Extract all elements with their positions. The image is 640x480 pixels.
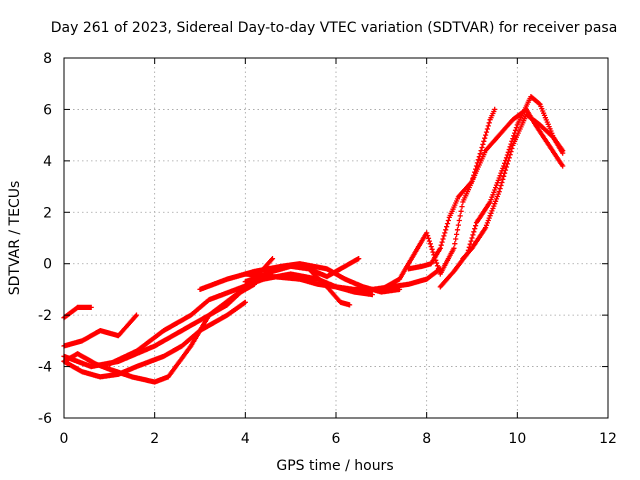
data-layer xyxy=(61,94,566,385)
x-tick-label: 0 xyxy=(60,431,69,447)
series-markers xyxy=(378,106,498,292)
x-tick-label: 4 xyxy=(241,431,250,447)
series-track-2 xyxy=(61,312,140,349)
y-tick-label: -6 xyxy=(38,411,52,427)
series-markers xyxy=(61,304,94,321)
x-axis-label: GPS time / hours xyxy=(276,458,393,474)
tick-labels: 0 2 4 6 8 10 12 -6 -4 -2 0 2 4 6 8 xyxy=(38,51,617,447)
x-tick-label: 10 xyxy=(508,431,526,447)
y-tick-label: 8 xyxy=(43,51,52,67)
y-tick-label: 4 xyxy=(43,154,52,170)
series-markers xyxy=(61,312,140,349)
y-tick-label: 2 xyxy=(43,205,52,221)
series-markers xyxy=(306,266,353,308)
y-tick-label: -4 xyxy=(38,360,52,376)
grid xyxy=(64,58,608,418)
series-track-11 xyxy=(378,106,498,292)
y-tick-label: -2 xyxy=(38,308,52,324)
series-markers xyxy=(242,266,443,292)
series-track-10 xyxy=(306,266,353,308)
series-markers xyxy=(460,112,566,262)
chart-title: Day 261 of 2023, Sidereal Day-to-day VTE… xyxy=(51,20,618,36)
x-tick-label: 12 xyxy=(599,431,617,447)
y-axis-label: SDTVAR / TECUs xyxy=(7,181,23,296)
series-track-14 xyxy=(460,112,566,262)
x-tick-label: 2 xyxy=(150,431,159,447)
axis-ticks xyxy=(63,57,609,419)
x-tick-label: 8 xyxy=(422,431,431,447)
y-tick-label: 0 xyxy=(43,257,52,273)
y-tick-label: 6 xyxy=(43,102,52,118)
series-track-9 xyxy=(242,266,443,292)
series-track-1 xyxy=(61,304,94,321)
x-tick-label: 6 xyxy=(332,431,341,447)
